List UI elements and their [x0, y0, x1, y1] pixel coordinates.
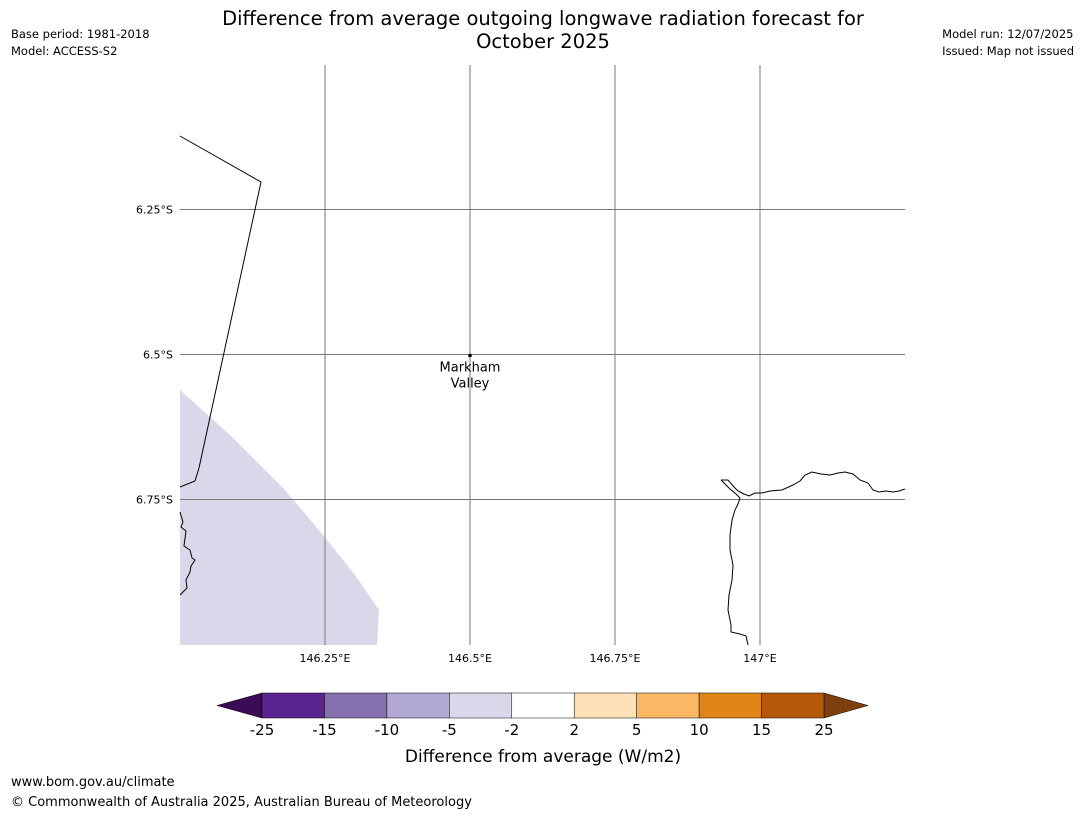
colorbar-extend-high: [823, 692, 869, 719]
colorbar-extend-low: [216, 692, 263, 719]
colorbar-swatch: [324, 692, 388, 719]
colorbar-tick-labels: -25 -15 -10 -5 -2 2 5 10 15 25: [250, 721, 834, 739]
place-label-line-1: Markham: [440, 361, 501, 376]
colorbar-tick-label: 10: [690, 721, 709, 739]
colorbar-tick-label: -5: [442, 721, 457, 739]
colorbar-tick-label: 2: [569, 721, 579, 739]
title-line-2: October 2025: [476, 30, 610, 53]
place-marker: [468, 353, 472, 358]
colorbar-tick-label: 15: [752, 721, 771, 739]
lat-tick-label: 6.5°S: [143, 349, 173, 362]
issued-status: Issued: Map not issued: [942, 44, 1074, 58]
colorbar-swatch: [261, 692, 325, 719]
coastline-east: [721, 471, 906, 497]
colorbar-swatch: [386, 692, 450, 719]
title-line-1: Difference from average outgoing longwav…: [222, 7, 864, 30]
colorbar-tick-label: 25: [814, 721, 833, 739]
colorbar-label: Difference from average (W/m2): [405, 747, 681, 767]
map-title: Difference from average outgoing longwav…: [143, 7, 943, 53]
metadata-left: Base period: 1981-2018 Model: ACCESS-S2: [11, 26, 150, 60]
colorbar-boxes: [216, 692, 869, 719]
metadata-right: Model run: 12/07/2025 Issued: Map not is…: [942, 26, 1074, 60]
map: 146.25°E 146.5°E 146.75°E 147°E 6.25°S 6.5°S 6…: [136, 65, 906, 666]
axis-tick-labels: 146.25°E 146.5°E 146.75°E 147°E 6.25°S 6.5°S 6…: [136, 204, 777, 666]
model-name: Model: ACCESS-S2: [11, 44, 118, 58]
lat-tick-label: 6.75°S: [136, 494, 173, 507]
colorbar-tick-label: -15: [312, 721, 337, 739]
lon-tick-label: 146.75°E: [590, 652, 641, 665]
colorbar-tick-label: -25: [250, 721, 275, 739]
anomaly-fill-region: [180, 390, 379, 645]
colorbar-swatch: [511, 692, 575, 719]
lon-tick-label: 146.5°E: [448, 652, 492, 665]
colorbar-tick-label: -2: [504, 721, 519, 739]
border-line: [179, 135, 262, 488]
lon-tick-label: 147°E: [743, 652, 776, 665]
lon-tick-label: 146.25°E: [300, 652, 351, 665]
colorbar-swatch: [573, 692, 637, 719]
colorbar-swatch: [449, 692, 513, 719]
lat-tick-label: 6.25°S: [136, 204, 173, 217]
model-run: Model run: 12/07/2025: [942, 27, 1074, 41]
colorbar-swatch: [761, 692, 825, 719]
base-period: Base period: 1981-2018: [11, 27, 150, 41]
colorbar-swatch: [698, 692, 762, 719]
colorbar-tick-label: 5: [632, 721, 642, 739]
coastline-east-south: [720, 479, 749, 646]
place-label-line-2: Valley: [451, 377, 490, 392]
colorbar-swatch: [636, 692, 700, 719]
colorbar-tick-label: -10: [375, 721, 400, 739]
website-link[interactable]: www.bom.gov.au/climate: [11, 775, 175, 790]
coastline-west: [179, 511, 196, 596]
copyright-text: © Commonwealth of Australia 2025, Austra…: [11, 795, 472, 810]
